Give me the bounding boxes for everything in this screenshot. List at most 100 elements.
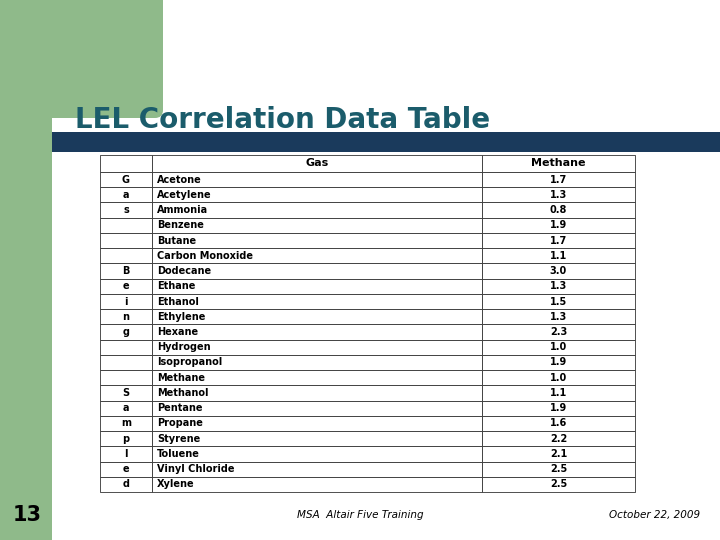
Text: Methane: Methane [531, 159, 586, 168]
Text: Methane: Methane [157, 373, 205, 383]
Bar [100, 309, 152, 325]
Bar [100, 187, 152, 202]
Bar [152, 309, 482, 325]
Text: Vinyl Chloride: Vinyl Chloride [157, 464, 235, 474]
Bar [152, 279, 482, 294]
Bar [152, 477, 482, 492]
Bar [482, 355, 635, 370]
Text: 1.3: 1.3 [550, 190, 567, 200]
Text: Ethane: Ethane [157, 281, 195, 291]
Text: Pentane: Pentane [157, 403, 202, 413]
Text: Ammonia: Ammonia [157, 205, 208, 215]
Text: 1.7: 1.7 [550, 235, 567, 246]
Bar [0, 0, 155, 60]
Text: Dodecane: Dodecane [157, 266, 211, 276]
Text: 2.3: 2.3 [550, 327, 567, 337]
Text: a: a [122, 403, 130, 413]
Text: d: d [122, 480, 130, 489]
Bar [100, 325, 152, 340]
Bar [482, 325, 635, 340]
Text: 2.5: 2.5 [550, 480, 567, 489]
Bar [482, 309, 635, 325]
Text: g: g [122, 327, 130, 337]
Bar [482, 340, 635, 355]
Bar [152, 218, 482, 233]
Bar [100, 155, 152, 172]
Bar [482, 172, 635, 187]
Bar [100, 401, 152, 416]
Bar [100, 370, 152, 386]
Bar [100, 462, 152, 477]
Bar [100, 264, 152, 279]
Text: Styrene: Styrene [157, 434, 200, 444]
Bar [482, 202, 635, 218]
Text: Toluene: Toluene [157, 449, 200, 459]
Text: a: a [122, 190, 130, 200]
Bar [152, 202, 482, 218]
Bar [152, 401, 482, 416]
Bar [482, 446, 635, 462]
Text: 1.0: 1.0 [550, 373, 567, 383]
Bar [482, 248, 635, 264]
Text: Methanol: Methanol [157, 388, 209, 398]
Bar [482, 155, 635, 172]
Bar [482, 279, 635, 294]
Bar [152, 172, 482, 187]
Bar [152, 294, 482, 309]
Text: 1.3: 1.3 [550, 312, 567, 322]
Bar [152, 462, 482, 477]
Text: Propane: Propane [157, 418, 203, 428]
Text: Hydrogen: Hydrogen [157, 342, 211, 352]
Text: i: i [125, 296, 127, 307]
Bar [100, 431, 152, 446]
Text: 1.9: 1.9 [550, 220, 567, 231]
Bar [152, 233, 482, 248]
Bar [100, 477, 152, 492]
Text: 1.0: 1.0 [550, 342, 567, 352]
Text: m: m [121, 418, 131, 428]
Text: 1.6: 1.6 [550, 418, 567, 428]
Bar [0, 0, 80, 110]
Text: e: e [122, 464, 130, 474]
Bar [52, 132, 720, 152]
Text: 1.9: 1.9 [550, 403, 567, 413]
Text: Ethylene: Ethylene [157, 312, 205, 322]
Bar [100, 294, 152, 309]
Bar [152, 187, 482, 202]
Bar [152, 340, 482, 355]
Bar [100, 446, 152, 462]
Bar [100, 279, 152, 294]
Bar [152, 355, 482, 370]
Text: n: n [122, 312, 130, 322]
Text: LEL Correlation Data Table: LEL Correlation Data Table [75, 106, 490, 134]
Bar [152, 416, 482, 431]
Bar [152, 325, 482, 340]
Text: 13: 13 [12, 505, 42, 525]
Text: 2.1: 2.1 [550, 449, 567, 459]
Bar [482, 477, 635, 492]
Text: 1.1: 1.1 [550, 251, 567, 261]
Text: s: s [123, 205, 129, 215]
Bar [152, 370, 482, 386]
Bar [482, 370, 635, 386]
Bar [100, 233, 152, 248]
Bar [152, 431, 482, 446]
Text: 1.3: 1.3 [550, 281, 567, 291]
Text: Isopropanol: Isopropanol [157, 357, 222, 368]
Text: Carbon Monoxide: Carbon Monoxide [157, 251, 253, 261]
Text: Xylene: Xylene [157, 480, 194, 489]
Text: Acetone: Acetone [157, 174, 202, 185]
Text: Gas: Gas [305, 159, 328, 168]
Bar [100, 172, 152, 187]
Bar [100, 248, 152, 264]
Text: B: B [122, 266, 130, 276]
Bar [152, 248, 482, 264]
Bar [152, 155, 482, 172]
Bar [152, 446, 482, 462]
Bar [100, 386, 152, 401]
Bar [100, 218, 152, 233]
Bar [100, 202, 152, 218]
Bar [482, 416, 635, 431]
Text: p: p [122, 434, 130, 444]
Text: 1.5: 1.5 [550, 296, 567, 307]
